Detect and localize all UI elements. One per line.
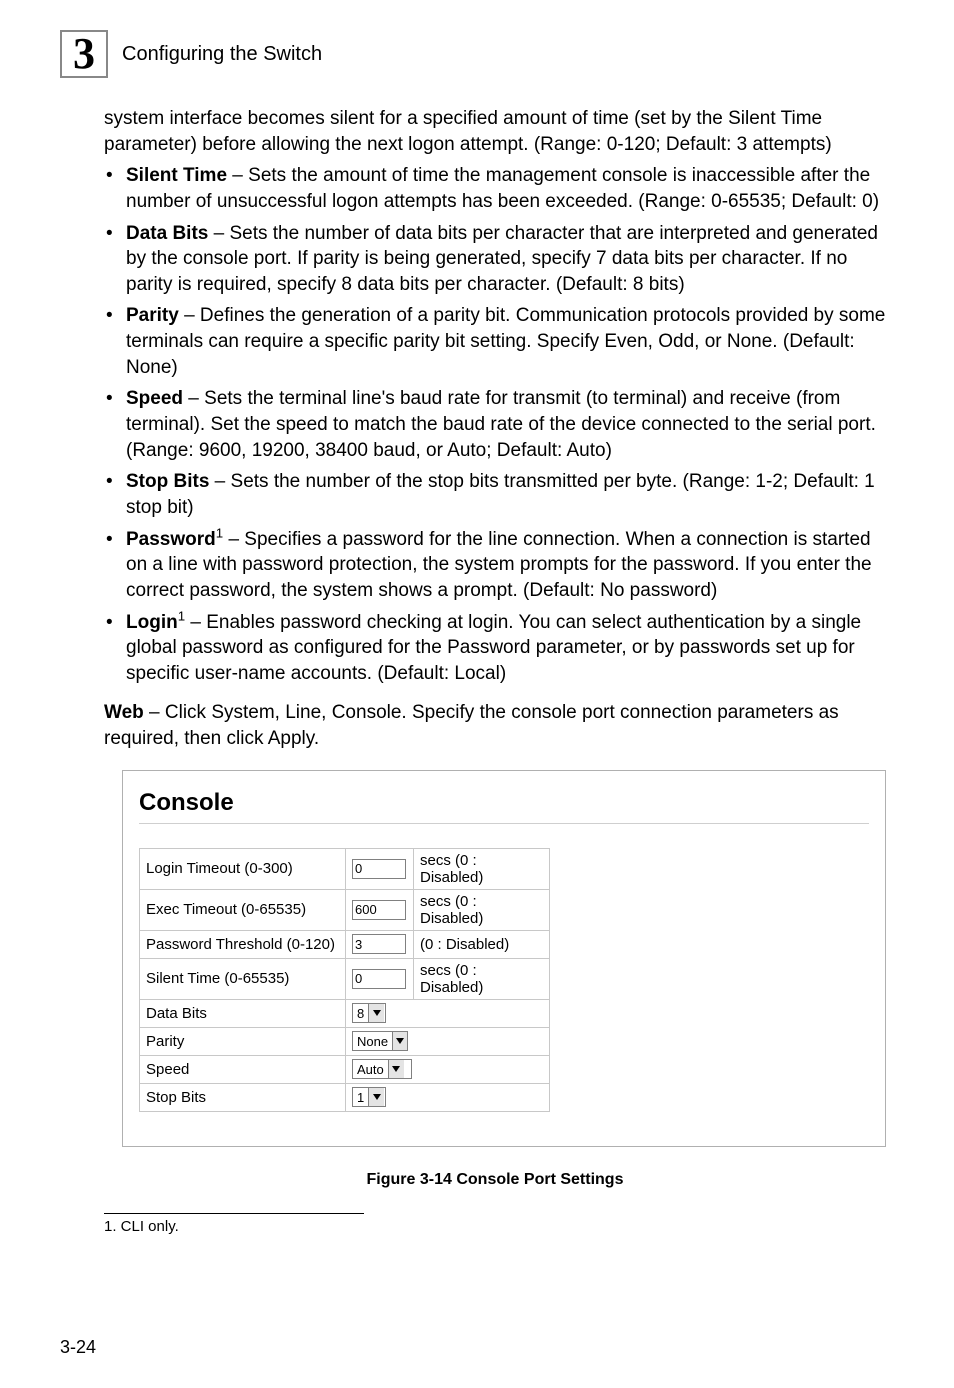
settings-row: Stop Bits 1 xyxy=(140,1083,550,1111)
settings-row: Password Threshold (0-120) (0 : Disabled) xyxy=(140,930,550,958)
parameter-desc: – Sets the number of data bits per chara… xyxy=(126,223,878,295)
parameter-term: Login xyxy=(126,612,178,633)
parameter-item: Password1 – Specifies a password for the… xyxy=(104,527,886,604)
footnote-text: 1. CLI only. xyxy=(104,1218,886,1235)
setting-field-cell: Auto xyxy=(346,1055,550,1083)
setting-field-cell xyxy=(346,889,414,930)
parameter-term: Stop Bits xyxy=(126,471,209,492)
setting-field-cell xyxy=(346,930,414,958)
parameter-item: Login1 – Enables password checking at lo… xyxy=(104,610,886,687)
setting-text-input[interactable] xyxy=(352,900,406,920)
setting-label: Stop Bits xyxy=(140,1083,346,1111)
setting-unit: (0 : Disabled) xyxy=(414,930,550,958)
parameter-item: Speed – Sets the terminal line's baud ra… xyxy=(104,386,886,463)
setting-select[interactable]: 1 xyxy=(352,1087,386,1107)
setting-label: Parity xyxy=(140,1027,346,1055)
parameter-desc: – Enables password checking at login. Yo… xyxy=(126,612,861,684)
setting-select[interactable]: Auto xyxy=(352,1059,412,1079)
console-settings-table: Login Timeout (0-300) secs (0 : Disabled)… xyxy=(139,848,550,1112)
parameter-item: Parity – Defines the generation of a par… xyxy=(104,303,886,380)
setting-label: Silent Time (0-65535) xyxy=(140,958,346,999)
chapter-number-icon: 3 xyxy=(60,30,108,78)
setting-label: Speed xyxy=(140,1055,346,1083)
setting-label: Exec Timeout (0-65535) xyxy=(140,889,346,930)
page-header: 3 Configuring the Switch xyxy=(60,30,894,78)
setting-unit: secs (0 : Disabled) xyxy=(414,958,550,999)
setting-unit: secs (0 : Disabled) xyxy=(414,889,550,930)
parameter-item: Stop Bits – Sets the number of the stop … xyxy=(104,469,886,520)
web-label: Web xyxy=(104,702,144,723)
parameter-desc: – Sets the amount of time the management… xyxy=(126,165,879,212)
setting-unit: secs (0 : Disabled) xyxy=(414,848,550,889)
settings-row: Silent Time (0-65535) secs (0 : Disabled) xyxy=(140,958,550,999)
parameter-desc: – Defines the generation of a parity bit… xyxy=(126,305,885,377)
chevron-down-icon[interactable] xyxy=(368,1004,384,1022)
setting-select[interactable]: 8 xyxy=(352,1003,386,1023)
chevron-down-icon[interactable] xyxy=(388,1060,404,1078)
footnote-rule xyxy=(104,1213,364,1214)
page-number: 3-24 xyxy=(60,1337,96,1358)
web-text: – Click System, Line, Console. Specify t… xyxy=(104,702,839,749)
parameter-term: Silent Time xyxy=(126,165,227,186)
console-panel: Console Login Timeout (0-300) secs (0 : D… xyxy=(122,770,886,1147)
footnote-ref: 1 xyxy=(178,608,185,623)
parameter-desc: – Specifies a password for the line conn… xyxy=(126,529,872,601)
settings-row: Data Bits 8 xyxy=(140,999,550,1027)
settings-row: Exec Timeout (0-65535) secs (0 : Disabled… xyxy=(140,889,550,930)
setting-label: Data Bits xyxy=(140,999,346,1027)
settings-row: Speed Auto xyxy=(140,1055,550,1083)
setting-field-cell xyxy=(346,958,414,999)
select-value: None xyxy=(353,1034,392,1049)
chevron-down-icon[interactable] xyxy=(368,1088,384,1106)
parameter-item: Data Bits – Sets the number of data bits… xyxy=(104,221,886,298)
parameter-term: Data Bits xyxy=(126,223,208,244)
parameter-list: Silent Time – Sets the amount of time th… xyxy=(104,163,886,686)
chevron-down-icon[interactable] xyxy=(392,1032,407,1050)
select-value: 1 xyxy=(353,1090,368,1105)
select-value: 8 xyxy=(353,1006,368,1021)
select-value: Auto xyxy=(353,1062,388,1077)
figure-caption: Figure 3-14 Console Port Settings xyxy=(104,1171,886,1189)
setting-text-input[interactable] xyxy=(352,859,406,879)
parameter-term: Parity xyxy=(126,305,179,326)
web-instruction: Web – Click System, Line, Console. Speci… xyxy=(104,700,886,751)
settings-row: Login Timeout (0-300) secs (0 : Disabled) xyxy=(140,848,550,889)
parameter-term: Password xyxy=(126,529,216,550)
parameter-item: Silent Time – Sets the amount of time th… xyxy=(104,163,886,214)
setting-field-cell: 1 xyxy=(346,1083,550,1111)
parameter-desc: – Sets the number of the stop bits trans… xyxy=(126,471,875,518)
setting-label: Login Timeout (0-300) xyxy=(140,848,346,889)
setting-text-input[interactable] xyxy=(352,969,406,989)
setting-field-cell: 8 xyxy=(346,999,550,1027)
console-divider xyxy=(139,823,869,824)
parameter-desc: – Sets the terminal line's baud rate for… xyxy=(126,388,876,460)
console-title: Console xyxy=(139,789,869,817)
setting-select[interactable]: None xyxy=(352,1031,408,1051)
setting-field-cell xyxy=(346,848,414,889)
parameter-term: Speed xyxy=(126,388,183,409)
settings-row: Parity None xyxy=(140,1027,550,1055)
continuation-paragraph: system interface becomes silent for a sp… xyxy=(104,106,886,157)
setting-text-input[interactable] xyxy=(352,934,406,954)
setting-label: Password Threshold (0-120) xyxy=(140,930,346,958)
chapter-title: Configuring the Switch xyxy=(122,43,322,66)
setting-field-cell: None xyxy=(346,1027,550,1055)
